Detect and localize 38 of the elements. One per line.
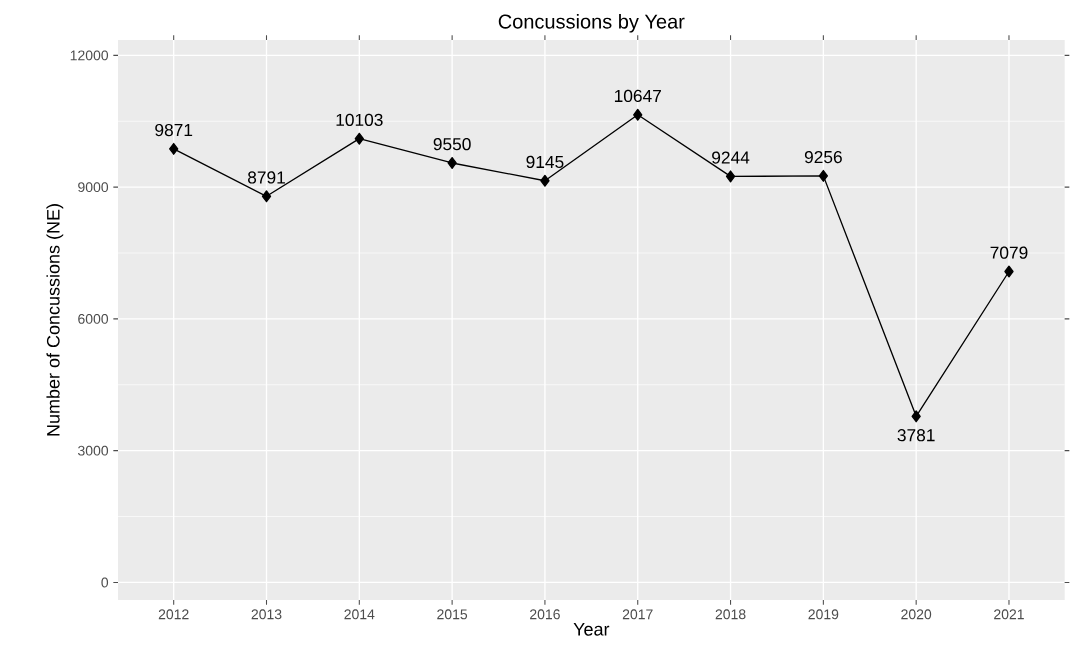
data-label: 9145 <box>526 155 564 169</box>
point <box>911 410 921 423</box>
data-label: 9244 <box>712 151 750 164</box>
point <box>169 142 179 155</box>
x-tick-label: 2014 <box>344 609 375 620</box>
x-tick-label: 2018 <box>715 609 746 620</box>
data-label: 3781 <box>897 429 935 442</box>
x-tick-label: 2017 <box>622 609 653 620</box>
point <box>818 169 829 182</box>
data-label: 10103 <box>336 113 383 126</box>
x-tick-label: 2019 <box>808 609 839 620</box>
y-tick-label: 6000 <box>78 313 109 324</box>
data-label: 9871 <box>155 123 193 137</box>
x-tick-label: 2013 <box>251 609 282 620</box>
x-tick-label: 2021 <box>994 609 1024 620</box>
x-tick-label: 2016 <box>530 609 560 620</box>
y-axis-title: Number of Concussions (NE) <box>46 204 64 436</box>
point <box>1004 265 1014 278</box>
point <box>447 156 457 169</box>
point <box>633 108 643 121</box>
y-tick-label: 12000 <box>70 50 109 61</box>
data-label: 7079 <box>990 246 1028 259</box>
chart-title: Concussions by Year <box>498 13 685 33</box>
x-tick-label: 2015 <box>437 609 468 620</box>
data-label: 8791 <box>247 171 285 184</box>
point <box>725 170 736 183</box>
data-label: 10647 <box>614 89 661 103</box>
data-label: 9550 <box>433 137 471 151</box>
y-tick-label: 9000 <box>78 182 109 193</box>
point <box>354 132 364 145</box>
x-tick-label: 2012 <box>158 609 189 620</box>
point <box>261 190 272 203</box>
data-label: 9256 <box>804 150 842 164</box>
x-axis-title: Year <box>573 623 610 636</box>
y-tick-label: 3000 <box>78 445 109 456</box>
point <box>540 174 550 187</box>
y-tick-label: 0 <box>101 577 109 588</box>
x-tick-label: 2020 <box>901 609 932 620</box>
